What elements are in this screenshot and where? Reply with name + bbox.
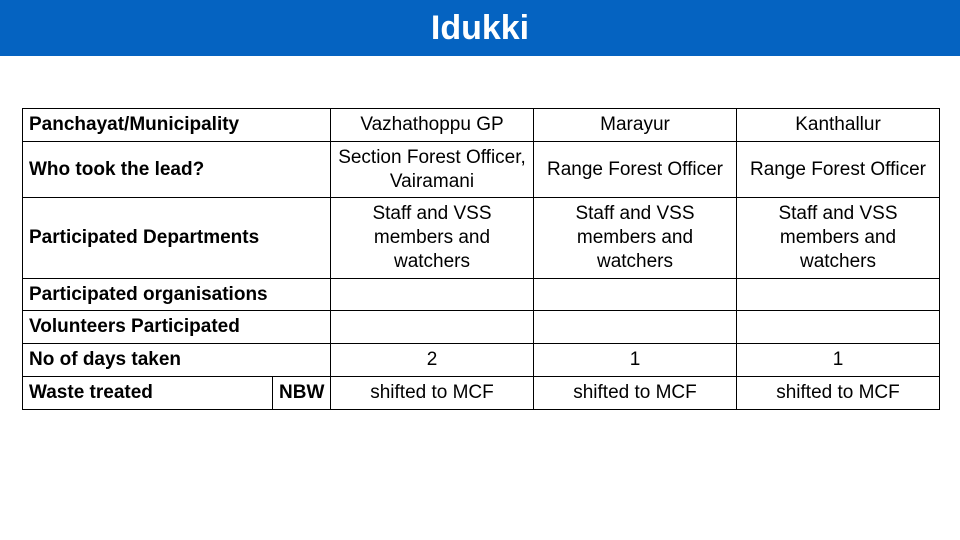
cell: Range Forest Officer bbox=[737, 141, 940, 198]
table-container: Panchayat/Municipality Vazhathoppu GP Ma… bbox=[0, 56, 960, 410]
table-row: Waste treated NBW shifted to MCF shifted… bbox=[23, 376, 940, 409]
table-row: Participated organisations bbox=[23, 278, 940, 311]
cell: Kanthallur bbox=[737, 109, 940, 142]
cell bbox=[534, 311, 737, 344]
table-row: Panchayat/Municipality Vazhathoppu GP Ma… bbox=[23, 109, 940, 142]
cell bbox=[737, 278, 940, 311]
row-header-waste: Waste treated bbox=[23, 376, 273, 409]
cell: Staff and VSS members and watchers bbox=[331, 198, 534, 278]
table-row: Participated Departments Staff and VSS m… bbox=[23, 198, 940, 278]
row-header-organisations: Participated organisations bbox=[23, 278, 331, 311]
cell: Staff and VSS members and watchers bbox=[737, 198, 940, 278]
cell bbox=[331, 278, 534, 311]
cell: shifted to MCF bbox=[534, 376, 737, 409]
row-header-panchayat: Panchayat/Municipality bbox=[23, 109, 331, 142]
table-row: No of days taken 2 1 1 bbox=[23, 344, 940, 377]
cell: Staff and VSS members and watchers bbox=[534, 198, 737, 278]
cell: 2 bbox=[331, 344, 534, 377]
cell bbox=[737, 311, 940, 344]
row-header-departments: Participated Departments bbox=[23, 198, 331, 278]
row-header-volunteers: Volunteers Participated bbox=[23, 311, 331, 344]
cell: Marayur bbox=[534, 109, 737, 142]
cell: 1 bbox=[737, 344, 940, 377]
data-table: Panchayat/Municipality Vazhathoppu GP Ma… bbox=[22, 108, 940, 410]
row-header-lead: Who took the lead? bbox=[23, 141, 331, 198]
cell: Section Forest Officer, Vairamani bbox=[331, 141, 534, 198]
row-header-days: No of days taken bbox=[23, 344, 331, 377]
cell: shifted to MCF bbox=[737, 376, 940, 409]
table-row: Who took the lead? Section Forest Office… bbox=[23, 141, 940, 198]
cell bbox=[331, 311, 534, 344]
cell: shifted to MCF bbox=[331, 376, 534, 409]
cell: Range Forest Officer bbox=[534, 141, 737, 198]
table-row: Volunteers Participated bbox=[23, 311, 940, 344]
row-subheader-nbw: NBW bbox=[273, 376, 331, 409]
page-title: Idukki bbox=[431, 9, 529, 47]
cell bbox=[534, 278, 737, 311]
page-title-bar: Idukki bbox=[0, 0, 960, 56]
cell: Vazhathoppu GP bbox=[331, 109, 534, 142]
cell: 1 bbox=[534, 344, 737, 377]
